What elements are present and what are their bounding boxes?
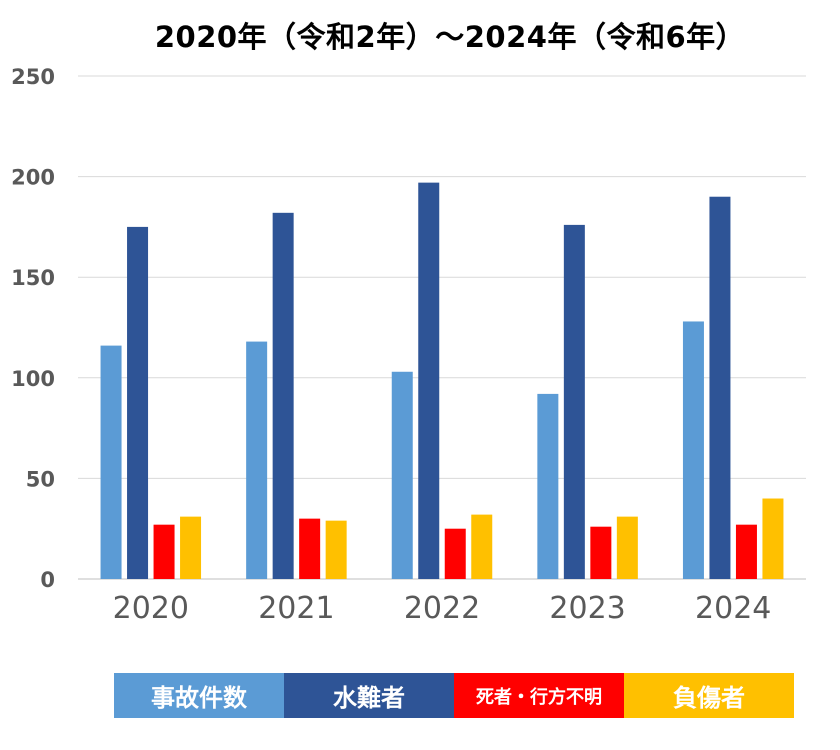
bar-dead-missing-2024 bbox=[735, 524, 757, 579]
y-tick-label: 200 bbox=[11, 166, 55, 190]
x-tick-label: 2021 bbox=[258, 591, 334, 626]
legend-item-injured: 負傷者 bbox=[624, 673, 794, 718]
bar-injured-2022 bbox=[471, 514, 493, 579]
bar-injured-2020 bbox=[180, 516, 202, 579]
chart-title: 2020年（令和2年）～2024年（令和6年） bbox=[154, 20, 746, 54]
bar-injured-2021 bbox=[325, 520, 347, 579]
bar-injured-2023 bbox=[616, 516, 638, 579]
y-tick-label: 100 bbox=[11, 367, 55, 391]
x-tick-label: 2020 bbox=[113, 591, 189, 626]
bar-dead-missing-2020 bbox=[153, 524, 175, 579]
legend-item-dead-missing: 死者・行方不明 bbox=[454, 673, 624, 718]
x-tick-label: 2022 bbox=[404, 591, 480, 626]
bar-victims-2020 bbox=[127, 226, 149, 579]
y-tick-label: 50 bbox=[26, 467, 55, 491]
bar-accidents-2020 bbox=[100, 345, 122, 579]
legend-item-victims: 水難者 bbox=[284, 673, 454, 718]
y-axis: 0 50 100 150 200 250 bbox=[11, 65, 55, 592]
bar-dead-missing-2023 bbox=[590, 526, 612, 579]
bar-victims-2021 bbox=[272, 212, 294, 580]
bar-victims-2023 bbox=[563, 224, 585, 579]
bar-injured-2024 bbox=[762, 498, 784, 579]
bar-accidents-2021 bbox=[246, 341, 268, 579]
y-tick-label: 250 bbox=[11, 65, 55, 89]
bar-dead-missing-2022 bbox=[444, 528, 466, 579]
bars bbox=[100, 182, 784, 580]
bar-victims-2022 bbox=[418, 182, 440, 580]
x-tick-label: 2024 bbox=[695, 591, 771, 626]
y-tick-label: 150 bbox=[11, 266, 55, 290]
x-tick-label: 2023 bbox=[549, 591, 625, 626]
bar-accidents-2022 bbox=[391, 371, 413, 579]
y-tick-label: 0 bbox=[40, 568, 55, 592]
bar-accidents-2024 bbox=[682, 321, 704, 579]
bar-chart: 0 50 100 150 200 250 2020 2021 2022 2023 2024 bbox=[11, 65, 806, 626]
legend-item-accidents: 事故件数 bbox=[114, 673, 284, 718]
x-axis: 2020 2021 2022 2023 2024 bbox=[113, 591, 772, 626]
bar-victims-2024 bbox=[709, 196, 731, 579]
bar-accidents-2023 bbox=[537, 393, 559, 579]
bar-dead-missing-2021 bbox=[299, 518, 321, 579]
legend: 事故件数 水難者 死者・行方不明 負傷者 bbox=[114, 673, 794, 718]
